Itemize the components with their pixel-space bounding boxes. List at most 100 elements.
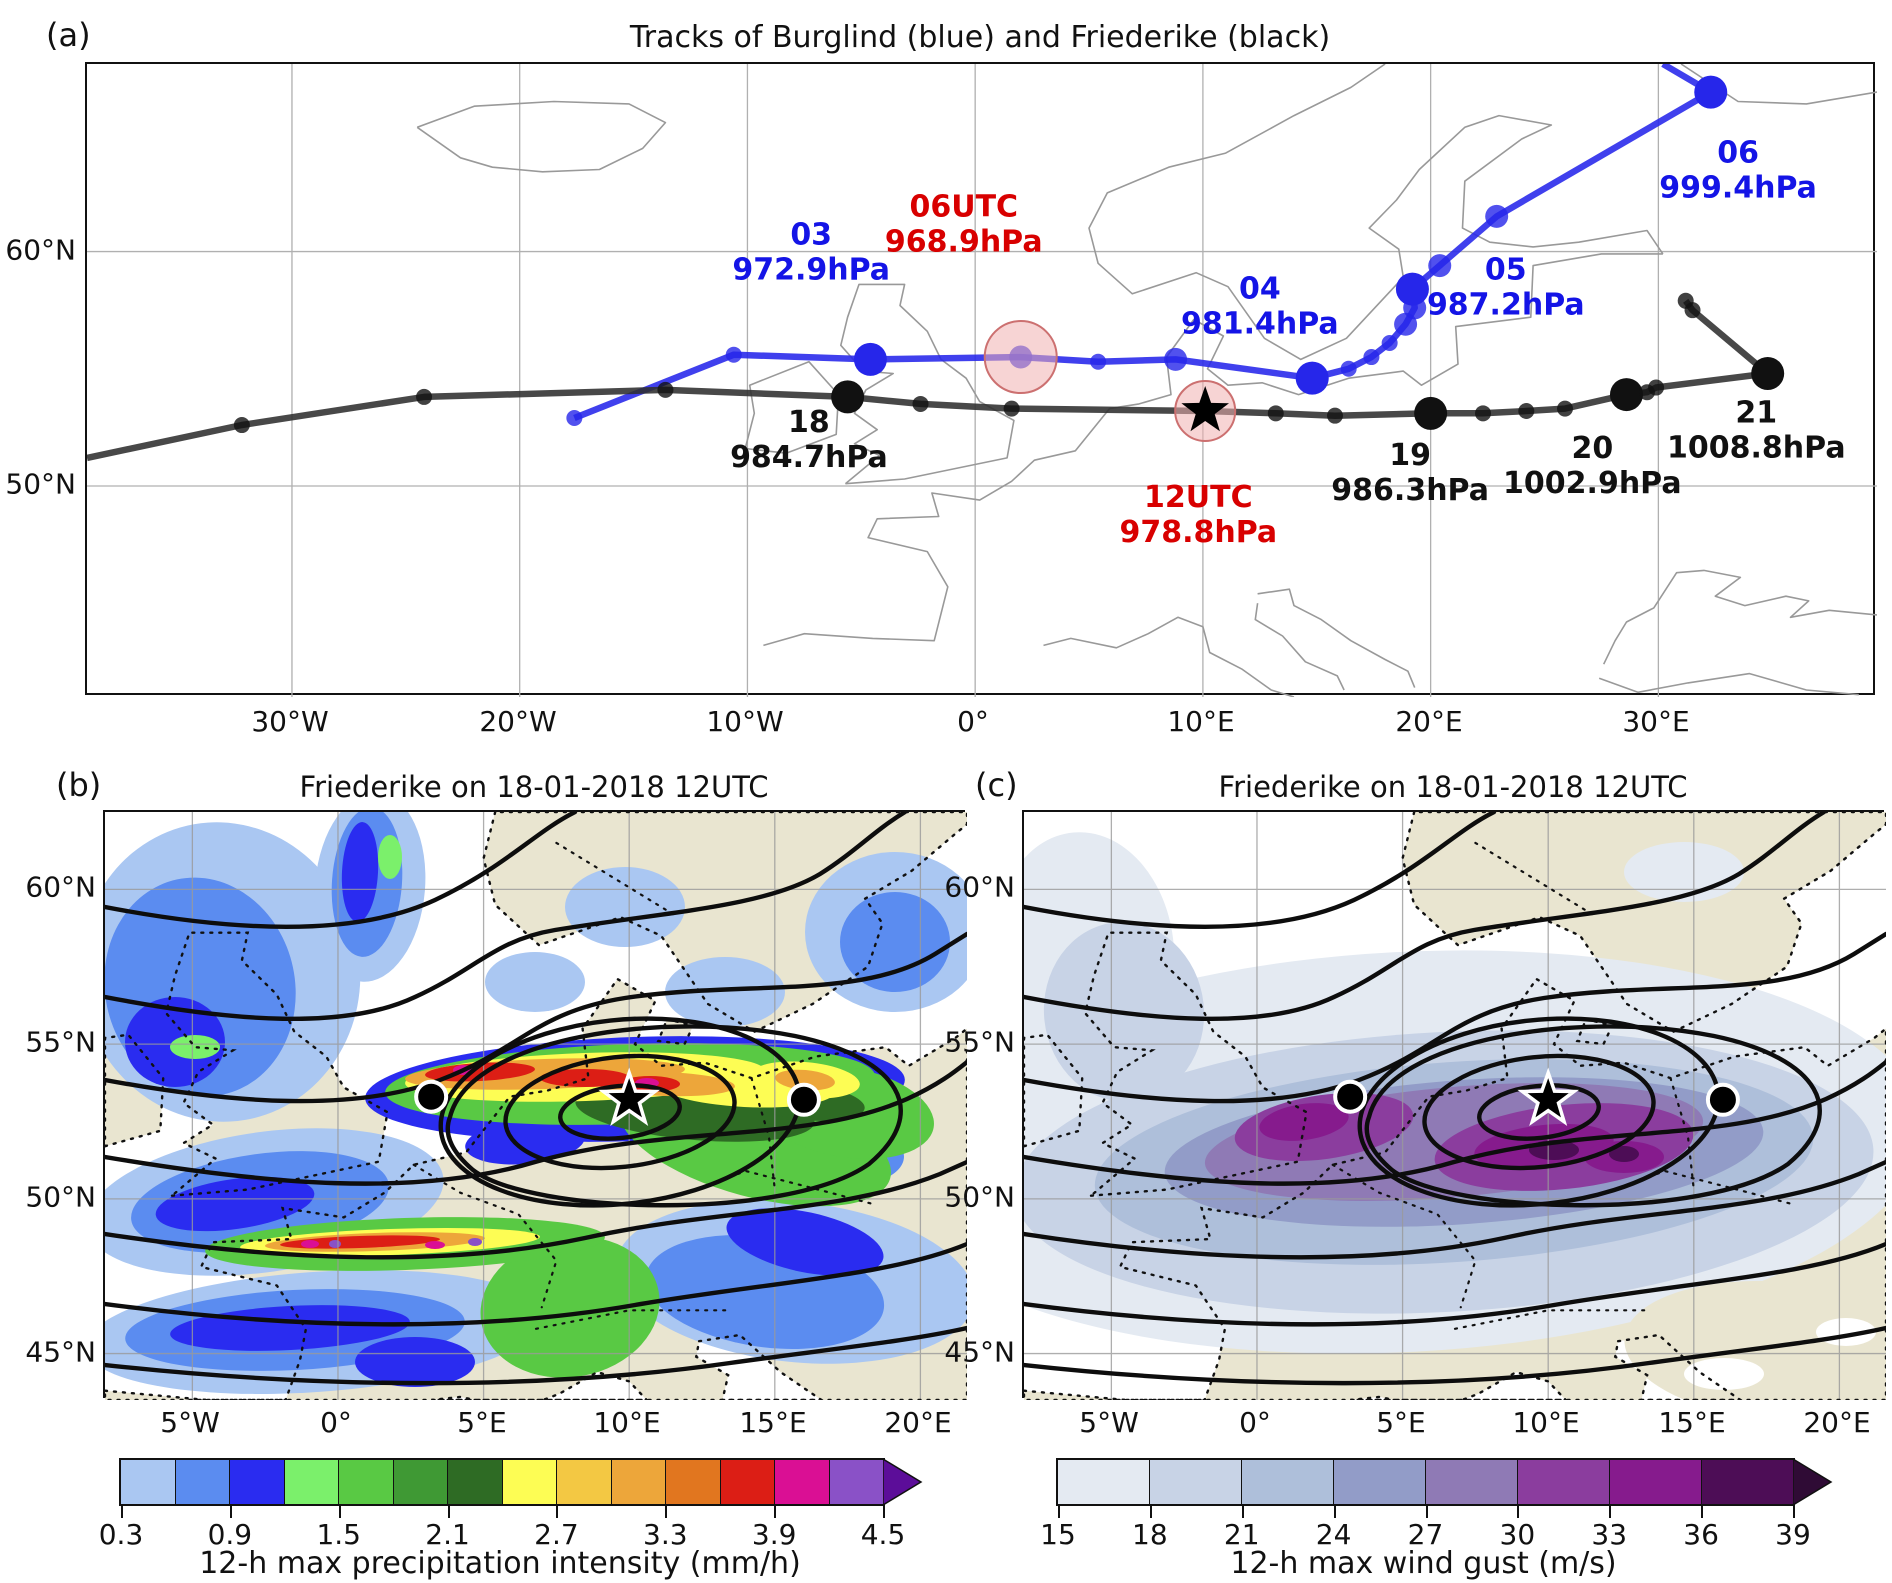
precip-colorbar-tick: 2.7 <box>534 1518 579 1551</box>
track-label: 03 972.9hPa <box>732 218 890 288</box>
shading-blob <box>840 892 950 992</box>
panel-c-xtick: 20°E <box>1803 1406 1871 1439</box>
panel-b-ytick: 50°N <box>25 1180 96 1214</box>
precip-colorbar-segment <box>284 1460 339 1504</box>
track-point <box>1677 292 1694 309</box>
panel-b-map <box>103 810 967 1400</box>
panel-a-xtick: 30°W <box>251 705 329 738</box>
track-point <box>1090 353 1107 370</box>
panel-a-ytick: 50°N <box>5 467 76 501</box>
star-marker <box>1181 386 1229 432</box>
precip-colorbar-extend-arrow <box>883 1458 923 1506</box>
panel-a-title: Tracks of Burglind (blue) and Friederike… <box>629 20 1331 55</box>
coastlines-dotted <box>1024 812 1886 1400</box>
shading-blob <box>280 1235 440 1249</box>
wind-colorbar-tick: 30 <box>1499 1518 1536 1551</box>
star-marker <box>1517 1067 1579 1127</box>
dot-marker <box>1705 1082 1740 1117</box>
shading-blob <box>480 1236 660 1378</box>
track-point <box>912 395 929 412</box>
track-burglind <box>566 64 1728 427</box>
wind-colorbar-segment <box>1518 1460 1610 1504</box>
wind-colorbar-tickmark <box>1241 1506 1244 1518</box>
shading-blob <box>1259 1103 1349 1141</box>
panel-c-ytick: 50°N <box>944 1180 1015 1214</box>
track-point <box>1557 400 1574 417</box>
coastlines-dotted <box>105 812 967 1400</box>
precip-colorbar-tick: 2.1 <box>425 1518 470 1551</box>
panel-c-tag: (c) <box>975 766 1018 804</box>
wind-colorbar-tick: 24 <box>1315 1518 1352 1551</box>
wind-colorbar-tickmark <box>1609 1506 1612 1518</box>
panel-a-xtick: 10°W <box>706 705 784 738</box>
wind-colorbar-tick: 15 <box>1040 1518 1076 1551</box>
wind-colorbar-segment <box>1150 1460 1242 1504</box>
panel-a-map: 03 972.9hPa 06UTC 968.9hPa 04 981.4hPa 05 987.2… <box>85 62 1877 697</box>
star-marker <box>598 1067 660 1127</box>
precip-colorbar-segment <box>775 1460 830 1504</box>
track-label: 19 986.3hPa <box>1331 438 1489 508</box>
shading-blob <box>1609 1146 1639 1162</box>
track-label: 21 1008.8hPa <box>1667 396 1846 466</box>
wind-colorbar-segment <box>1334 1460 1426 1504</box>
track-point <box>1609 378 1643 412</box>
track-point <box>1363 349 1380 366</box>
panel-c-xtick: 15°E <box>1658 1406 1726 1439</box>
shading-blob <box>468 1238 482 1246</box>
shading-blob <box>485 952 585 1012</box>
precip-colorbar-segment <box>448 1460 503 1504</box>
panel-b-ytick: 45°N <box>25 1335 96 1369</box>
track-point <box>1295 361 1329 395</box>
wind-colorbar-tickmark <box>1793 1506 1795 1518</box>
precip-colorbar-segment <box>666 1460 721 1504</box>
shading-blob <box>355 1337 475 1387</box>
panel-c-xtick: 10°E <box>1512 1406 1580 1439</box>
precip-colorbar-tick: 0.3 <box>98 1518 144 1551</box>
precip-colorbar-tickmark <box>774 1506 777 1518</box>
precip-colorbar-tickmark <box>665 1506 668 1518</box>
wind-colorbar-tickmark <box>1517 1506 1520 1518</box>
track-point <box>657 381 674 398</box>
precip-colorbar-tick: 1.5 <box>316 1518 361 1551</box>
wind-colorbar-tick: 18 <box>1132 1518 1168 1551</box>
panel-a-xtick: 20°E <box>1395 705 1463 738</box>
precip-colorbar-segment <box>121 1460 176 1504</box>
track-point <box>566 410 583 427</box>
wind-colorbar-segment <box>1058 1460 1150 1504</box>
wind-colorbar-tick: 21 <box>1223 1518 1260 1551</box>
wind-colorbar-tick: 33 <box>1591 1518 1628 1551</box>
wind-colorbar-extend-arrow <box>1793 1458 1833 1506</box>
precip-colorbar-tickmark <box>229 1506 232 1518</box>
precip-colorbar-tick: 0.9 <box>207 1518 253 1551</box>
track-point <box>1381 334 1398 351</box>
dot-marker <box>414 1079 449 1114</box>
wind-colorbar-tick: 39 <box>1775 1518 1811 1551</box>
shading-blob <box>425 1241 445 1249</box>
shading-blob <box>155 1176 315 1232</box>
track-point <box>853 342 887 376</box>
dot-marker <box>786 1082 821 1117</box>
panel-a-tag: (a) <box>46 16 91 54</box>
track-label: 06 999.4hPa <box>1659 135 1817 205</box>
panel-b-ytick: 55°N <box>25 1025 96 1059</box>
panel-c-xtick: 5°W <box>1079 1406 1139 1439</box>
panel-c-map <box>1022 810 1886 1400</box>
precip-colorbar-segment <box>611 1460 666 1504</box>
panel-a-xtick: 0° <box>957 705 989 738</box>
storm-position-markers <box>414 1067 821 1127</box>
track-point <box>1267 405 1284 422</box>
pressure-contours <box>1024 812 1886 1386</box>
precip-colorbar-tick: 3.3 <box>643 1518 688 1551</box>
track-point <box>1326 407 1343 424</box>
wind-colorbar-segment <box>1702 1460 1793 1504</box>
track-point <box>1395 272 1429 306</box>
precip-colorbar-tick: 3.9 <box>751 1518 797 1551</box>
track-point <box>1340 360 1357 377</box>
wind-colorbar-tickmark <box>1058 1506 1060 1518</box>
precip-colorbar-tickmark <box>883 1506 885 1518</box>
filled-contours <box>1024 832 1886 1400</box>
track-point <box>1164 347 1188 371</box>
shading-blob <box>775 1069 835 1091</box>
